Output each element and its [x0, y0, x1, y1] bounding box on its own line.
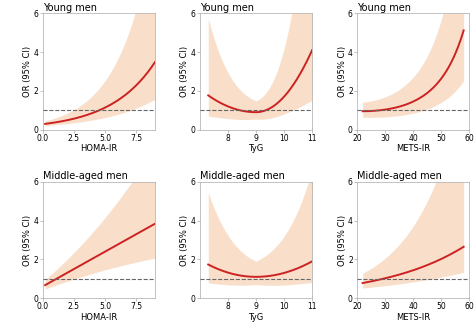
Text: Young men: Young men — [43, 3, 97, 13]
Text: Middle-aged men: Middle-aged men — [200, 171, 285, 181]
X-axis label: METS-IR: METS-IR — [396, 144, 430, 153]
X-axis label: HOMA-IR: HOMA-IR — [80, 144, 118, 153]
Y-axis label: OR (95% CI): OR (95% CI) — [23, 214, 32, 266]
Text: Young men: Young men — [357, 3, 411, 13]
Text: Middle-aged men: Middle-aged men — [357, 171, 442, 181]
X-axis label: TyG: TyG — [248, 313, 264, 322]
Y-axis label: OR (95% CI): OR (95% CI) — [181, 214, 190, 266]
Text: Young men: Young men — [200, 3, 254, 13]
Y-axis label: OR (95% CI): OR (95% CI) — [181, 46, 190, 97]
Y-axis label: OR (95% CI): OR (95% CI) — [337, 214, 346, 266]
X-axis label: TyG: TyG — [248, 144, 264, 153]
Text: Middle-aged men: Middle-aged men — [43, 171, 128, 181]
Y-axis label: OR (95% CI): OR (95% CI) — [23, 46, 32, 97]
X-axis label: METS-IR: METS-IR — [396, 313, 430, 322]
X-axis label: HOMA-IR: HOMA-IR — [80, 313, 118, 322]
Y-axis label: OR (95% CI): OR (95% CI) — [337, 46, 346, 97]
